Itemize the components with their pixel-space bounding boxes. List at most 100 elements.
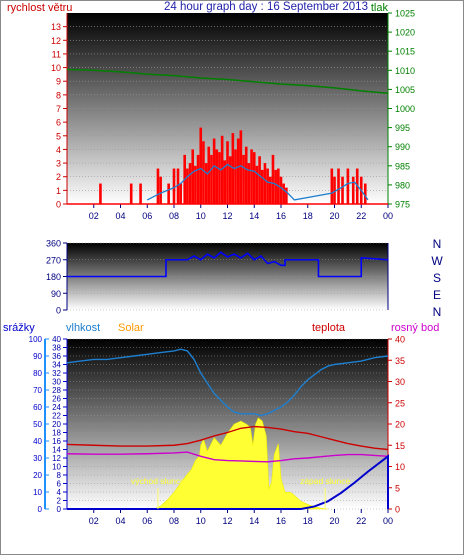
- wind-gust-bar: [218, 152, 221, 204]
- rain-tick-label: 6: [57, 480, 62, 489]
- dewpoint-label: rosný bod: [391, 322, 439, 334]
- rain-tick-label: 4: [57, 488, 62, 497]
- temperature-tick-label: 5: [395, 483, 400, 493]
- chart-title: 24 hour graph day : 16 September 2013: [164, 1, 368, 13]
- rain-tick-label: 40: [52, 335, 61, 344]
- wind-gust-bar: [196, 154, 200, 204]
- x-tick-label: 18: [303, 211, 313, 221]
- wind-gust-bar: [269, 176, 272, 204]
- x-tick-label: 04: [115, 516, 125, 526]
- wind-gust-bar: [172, 168, 176, 204]
- temperature-line: [66, 425, 389, 451]
- rain-tick-label: 32: [52, 369, 61, 378]
- x-tick-label: 16: [276, 211, 286, 221]
- wind-gust-bar: [234, 149, 237, 204]
- direction-tick-label: 270: [46, 255, 61, 265]
- pressure-line: [66, 68, 389, 94]
- wind-gust-bar: [346, 168, 350, 204]
- y-right-axis-label: tlak: [371, 2, 389, 14]
- wind-gust-bar: [139, 183, 142, 204]
- wind-gust-bar: [159, 176, 162, 204]
- rain-tick-label: 2: [57, 497, 62, 506]
- wind-gust-bar: [363, 183, 367, 204]
- compass-label: N: [433, 237, 442, 251]
- y-right-tick-label: 1005: [395, 85, 415, 95]
- humidity-tick-label: 40: [33, 437, 42, 446]
- x-tick-label: 16: [276, 516, 286, 526]
- rain-tick-label: 14: [52, 446, 61, 455]
- compass-label: N: [433, 305, 442, 319]
- wind-gust-bar: [279, 176, 283, 204]
- y-right-tick-label: 1010: [395, 66, 415, 76]
- wind-gust-bar: [167, 183, 170, 204]
- wind-gust-bar: [341, 176, 344, 204]
- wind-gust-bar: [204, 163, 208, 204]
- y-left-tick-label: 10: [51, 63, 61, 73]
- wind-gust-bar: [226, 141, 229, 204]
- wind-gust-bar: [250, 149, 253, 204]
- x-tick-label: 00: [383, 516, 393, 526]
- wind-gust-bar: [129, 183, 133, 204]
- wind-gust-bar: [210, 154, 213, 204]
- wind-gust-bar: [231, 133, 235, 204]
- wind-average-line: [146, 163, 369, 201]
- y-left-tick-label: 1: [56, 186, 61, 196]
- wind-gust-bar: [186, 168, 189, 204]
- wind-gust-bar: [188, 163, 192, 204]
- y-right-tick-label: 985: [395, 161, 410, 171]
- y-left-axis-label: rychlost větru: [7, 2, 72, 14]
- rain-tick-label: 30: [52, 378, 61, 387]
- rain-tick-label: 26: [52, 395, 61, 404]
- wind-gust-bar: [199, 127, 203, 204]
- rain-label: srážky: [3, 322, 35, 334]
- y-right-tick-label: 1020: [395, 28, 415, 38]
- wind-gust-bar: [255, 165, 259, 204]
- y-left-tick-label: 6: [56, 118, 61, 128]
- y-left-tick-label: 2: [56, 172, 61, 182]
- x-tick-label: 22: [356, 211, 366, 221]
- y-right-tick-label: 990: [395, 142, 410, 152]
- compass-label: S: [433, 271, 441, 285]
- rain-tick-label: 10: [52, 463, 61, 472]
- humidity-tick-label: 90: [33, 352, 42, 361]
- sun-annotation: východ slunce: [131, 476, 185, 486]
- rain-tick-label: 24: [52, 403, 61, 412]
- x-tick-label: 02: [89, 516, 99, 526]
- wind-gust-bar: [207, 146, 211, 204]
- rain-tick-label: 12: [52, 454, 61, 463]
- y-left-tick-label: 12: [51, 36, 61, 46]
- rain-tick-label: 38: [52, 344, 61, 353]
- compass-label: W: [431, 254, 443, 268]
- humidity-tick-label: 30: [33, 454, 42, 463]
- wind-gust-bar: [266, 168, 269, 204]
- y-right-tick-label: 1025: [395, 9, 415, 19]
- humidity-tick-label: 10: [33, 488, 42, 497]
- humidity-line: [66, 348, 389, 417]
- direction-tick-label: 90: [51, 289, 61, 299]
- x-tick-label: 22: [356, 516, 366, 526]
- x-tick-label: 20: [329, 516, 339, 526]
- wind-gust-bar: [285, 187, 288, 204]
- x-tick-label: 12: [222, 211, 232, 221]
- wind-gust-bar: [179, 183, 182, 204]
- x-tick-label: 12: [222, 516, 232, 526]
- x-tick-label: 06: [142, 211, 152, 221]
- wind-gust-bar: [191, 149, 195, 204]
- wind-gust-bar: [282, 183, 285, 204]
- wind-gust-bar: [351, 176, 355, 204]
- temperature-tick-label: 10: [395, 462, 405, 472]
- y-left-tick-label: 13: [51, 22, 61, 32]
- wind-gust-bar: [220, 135, 224, 204]
- x-tick-label: 02: [89, 211, 99, 221]
- rain-tick-label: 34: [52, 361, 61, 370]
- wind-gust-bar: [223, 160, 227, 204]
- x-tick-label: 08: [169, 211, 179, 221]
- wind-gust-bar: [242, 154, 245, 204]
- direction-tick-label: 0: [56, 306, 61, 316]
- y-right-tick-label: 975: [395, 200, 410, 210]
- temperature-tick-label: 15: [395, 441, 405, 451]
- x-tick-label: 04: [115, 211, 125, 221]
- rain-tick-label: 20: [52, 420, 61, 429]
- x-tick-label: 06: [142, 516, 152, 526]
